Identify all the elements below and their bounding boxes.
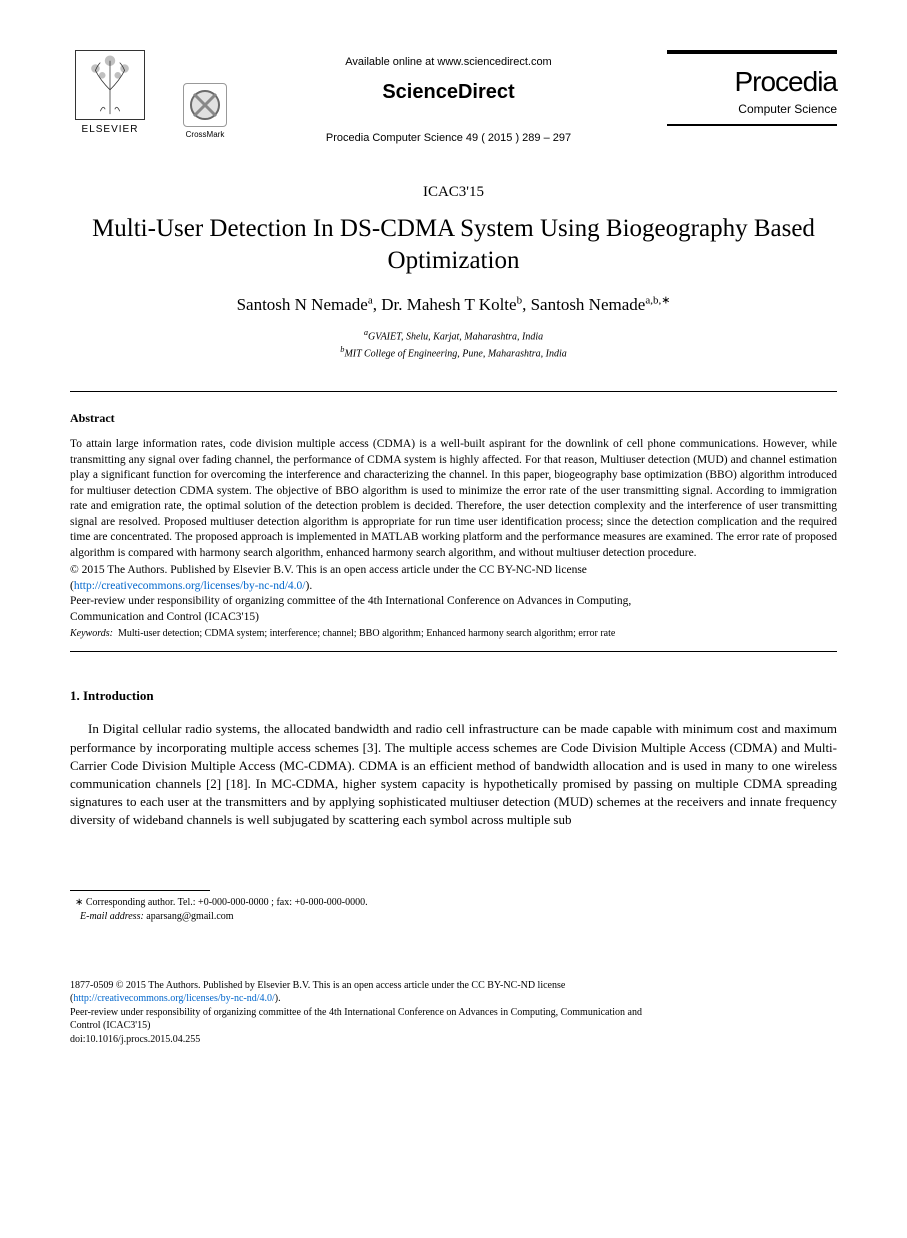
email-value: aparsang@gmail.com (144, 911, 234, 922)
bottom-rule (70, 651, 837, 652)
left-logo-group: ELSEVIER CrossMark (70, 50, 230, 140)
author-1-sup: a (368, 294, 373, 306)
top-rule (70, 391, 837, 392)
procedia-main-text: Procedia (667, 62, 837, 101)
crossmark-logo[interactable]: CrossMark (180, 83, 230, 140)
issn-copyright-line: 1877-0509 © 2015 The Authors. Published … (70, 980, 565, 991)
author-3: Santosh Nemade (531, 295, 646, 314)
doi-line: doi:10.1016/j.procs.2015.04.255 (70, 1034, 200, 1045)
keywords-line: Keywords: Multi-user detection; CDMA sys… (70, 627, 837, 641)
bottom-peer-line-1: Peer-review under responsibility of orga… (70, 1007, 642, 1018)
footnotes-block: ∗ Corresponding author. Tel.: +0-000-000… (70, 896, 837, 924)
corresponding-star-icon: ∗ (661, 294, 670, 306)
bottom-license-link[interactable]: http://creativecommons.org/licenses/by-n… (73, 993, 274, 1004)
journal-reference: Procedia Computer Science 49 ( 2015 ) 28… (230, 131, 667, 146)
available-online-text: Available online at www.sciencedirect.co… (230, 55, 667, 70)
paper-title: Multi-User Detection In DS-CDMA System U… (70, 213, 837, 278)
footnote-rule (70, 890, 210, 891)
section-1-heading: 1. Introduction (70, 687, 837, 705)
bottom-peer-line-2: Control (ICAC3'15) (70, 1020, 150, 1031)
copyright-block: © 2015 The Authors. Published by Elsevie… (70, 563, 837, 625)
keywords-label: Keywords: (70, 628, 113, 639)
corresponding-author-text: Corresponding author. Tel.: +0-000-000-0… (83, 897, 367, 908)
intro-paragraph: In Digital cellular radio systems, the a… (70, 720, 837, 829)
author-3-sup: a,b,∗ (645, 294, 670, 306)
copyright-line-1: © 2015 The Authors. Published by Elsevie… (70, 564, 587, 576)
header-center: Available online at www.sciencedirect.co… (230, 50, 667, 147)
abstract-text: To attain large information rates, code … (70, 437, 837, 561)
sciencedirect-logo-text: ScienceDirect (230, 78, 667, 106)
elsevier-logo: ELSEVIER (70, 50, 150, 140)
bottom-info-block: 1877-0509 © 2015 The Authors. Published … (70, 979, 837, 1047)
peer-review-line-2: Communication and Control (ICAC3'15) (70, 611, 259, 623)
affiliations-block: aGVAIET, Shelu, Karjat, Maharashtra, Ind… (70, 327, 837, 362)
author-3-sup-text: a,b, (645, 294, 661, 306)
procedia-logo: Procedia Computer Science (667, 50, 837, 126)
email-label: E-mail address: (80, 911, 144, 922)
elsevier-tree-icon (75, 50, 145, 120)
license-link[interactable]: http://creativecommons.org/licenses/by-n… (74, 580, 306, 592)
elsevier-label: ELSEVIER (82, 123, 139, 137)
crossmark-label: CrossMark (186, 129, 225, 140)
author-1: Santosh N Nemade (237, 295, 368, 314)
author-2-sup: b (517, 294, 523, 306)
header-row: ELSEVIER CrossMark Available online at w… (70, 50, 837, 147)
conference-tag: ICAC3'15 (70, 182, 837, 203)
crossmark-icon (183, 83, 227, 127)
affil-a-text: GVAIET, Shelu, Karjat, Maharashtra, Indi… (368, 331, 543, 342)
abstract-heading: Abstract (70, 410, 837, 427)
peer-review-line-1: Peer-review under responsibility of orga… (70, 595, 631, 607)
authors-line: Santosh N Nemadea, Dr. Mahesh T Kolteb, … (70, 293, 837, 317)
keywords-text: Multi-user detection; CDMA system; inter… (118, 628, 615, 639)
author-2: Dr. Mahesh T Kolte (381, 295, 516, 314)
affil-b-text: MIT College of Engineering, Pune, Mahara… (344, 348, 566, 359)
procedia-sub-text: Computer Science (667, 101, 837, 126)
